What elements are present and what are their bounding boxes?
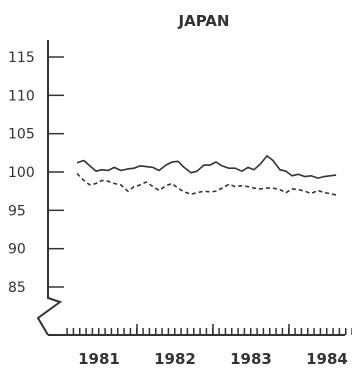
x-tick-label: 1982	[154, 350, 196, 368]
y-tick-label: 100	[8, 165, 35, 181]
y-tick-label: 115	[8, 50, 35, 66]
y-axis	[36, 40, 63, 336]
y-tick-label: 90	[8, 242, 26, 258]
y-tick-label: 85	[8, 280, 26, 296]
series-line-dashed	[76, 172, 337, 196]
x-tick-label: 1981	[78, 350, 120, 368]
x-tick-label: 1983	[230, 350, 272, 368]
x-tick-label: 1984	[306, 350, 348, 368]
series-line-solid	[76, 155, 337, 179]
y-tick-label: 110	[8, 88, 35, 104]
y-tick-label: 95	[8, 203, 26, 219]
y-tick-label: 105	[8, 127, 35, 143]
chart-title: JAPAN	[178, 12, 230, 30]
